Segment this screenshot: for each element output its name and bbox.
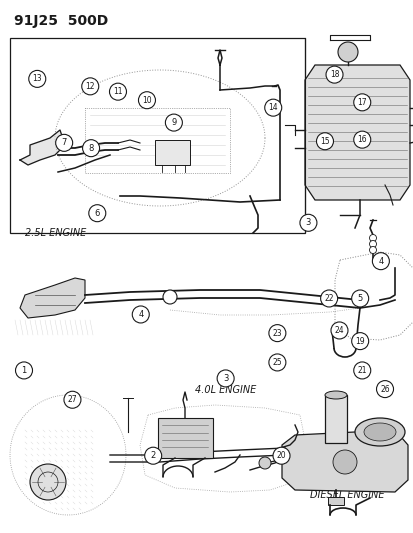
Text: 4: 4 xyxy=(377,257,382,265)
Circle shape xyxy=(369,235,375,241)
Circle shape xyxy=(82,140,100,157)
Text: 9: 9 xyxy=(171,118,176,127)
Text: 18: 18 xyxy=(329,70,338,79)
Circle shape xyxy=(353,131,370,148)
Polygon shape xyxy=(20,278,85,318)
Circle shape xyxy=(55,134,73,151)
Text: 7: 7 xyxy=(62,139,66,147)
Circle shape xyxy=(30,464,66,500)
Circle shape xyxy=(351,290,368,307)
Text: 19: 19 xyxy=(354,337,364,345)
Circle shape xyxy=(325,66,342,83)
Circle shape xyxy=(320,290,337,307)
Circle shape xyxy=(264,99,281,116)
Text: 22: 22 xyxy=(324,294,333,303)
Text: 13: 13 xyxy=(32,75,42,83)
Circle shape xyxy=(332,450,356,474)
Text: 14: 14 xyxy=(268,103,278,112)
Circle shape xyxy=(163,290,177,304)
Text: 2: 2 xyxy=(150,451,155,460)
Text: 4.0L ENGINE: 4.0L ENGINE xyxy=(195,385,256,395)
Text: 5: 5 xyxy=(357,294,362,303)
Bar xyxy=(10,38,304,233)
Circle shape xyxy=(109,83,126,100)
Text: 15: 15 xyxy=(319,137,329,146)
Circle shape xyxy=(28,70,46,87)
Text: 16: 16 xyxy=(356,135,366,144)
Text: 21: 21 xyxy=(357,366,366,375)
Circle shape xyxy=(299,214,316,231)
Polygon shape xyxy=(304,65,409,200)
Text: 3: 3 xyxy=(305,219,310,227)
Circle shape xyxy=(369,240,375,247)
Polygon shape xyxy=(20,130,65,165)
Circle shape xyxy=(64,391,81,408)
Text: 17: 17 xyxy=(356,98,366,107)
Text: 27: 27 xyxy=(67,395,77,404)
Circle shape xyxy=(316,133,333,150)
Circle shape xyxy=(268,325,285,342)
Circle shape xyxy=(375,381,393,398)
Circle shape xyxy=(272,447,290,464)
Text: 25: 25 xyxy=(272,358,282,367)
Text: 26: 26 xyxy=(379,385,389,393)
Circle shape xyxy=(88,205,106,222)
Text: 3: 3 xyxy=(223,374,228,383)
Circle shape xyxy=(353,94,370,111)
Circle shape xyxy=(81,78,99,95)
Text: 12: 12 xyxy=(85,82,95,91)
Bar xyxy=(158,418,212,458)
Circle shape xyxy=(138,92,155,109)
Circle shape xyxy=(132,306,149,323)
Text: 6: 6 xyxy=(95,209,100,217)
Bar xyxy=(85,108,230,173)
Polygon shape xyxy=(281,430,407,492)
Bar xyxy=(327,497,343,505)
Text: 11: 11 xyxy=(113,87,122,96)
Circle shape xyxy=(259,457,271,469)
Circle shape xyxy=(330,322,347,339)
Ellipse shape xyxy=(354,418,404,446)
Text: 24: 24 xyxy=(334,326,344,335)
Circle shape xyxy=(353,362,370,379)
Circle shape xyxy=(337,42,357,62)
Text: 4: 4 xyxy=(138,310,143,319)
Text: 20: 20 xyxy=(276,451,286,460)
Circle shape xyxy=(371,253,389,270)
Bar xyxy=(154,140,190,165)
Text: 23: 23 xyxy=(272,329,282,337)
Circle shape xyxy=(144,447,161,464)
Text: 1: 1 xyxy=(21,366,26,375)
Circle shape xyxy=(216,370,234,387)
Ellipse shape xyxy=(363,423,395,441)
Circle shape xyxy=(15,362,33,379)
Text: 10: 10 xyxy=(142,96,152,104)
Text: DIESEL ENGINE: DIESEL ENGINE xyxy=(309,490,384,500)
Ellipse shape xyxy=(324,391,346,399)
Circle shape xyxy=(268,354,285,371)
Circle shape xyxy=(351,333,368,350)
Circle shape xyxy=(165,114,182,131)
Text: 91J25  500D: 91J25 500D xyxy=(14,14,108,28)
Text: 8: 8 xyxy=(88,144,93,152)
Circle shape xyxy=(369,246,375,254)
Bar xyxy=(324,395,346,443)
Text: 2.5L ENGINE: 2.5L ENGINE xyxy=(25,228,86,238)
